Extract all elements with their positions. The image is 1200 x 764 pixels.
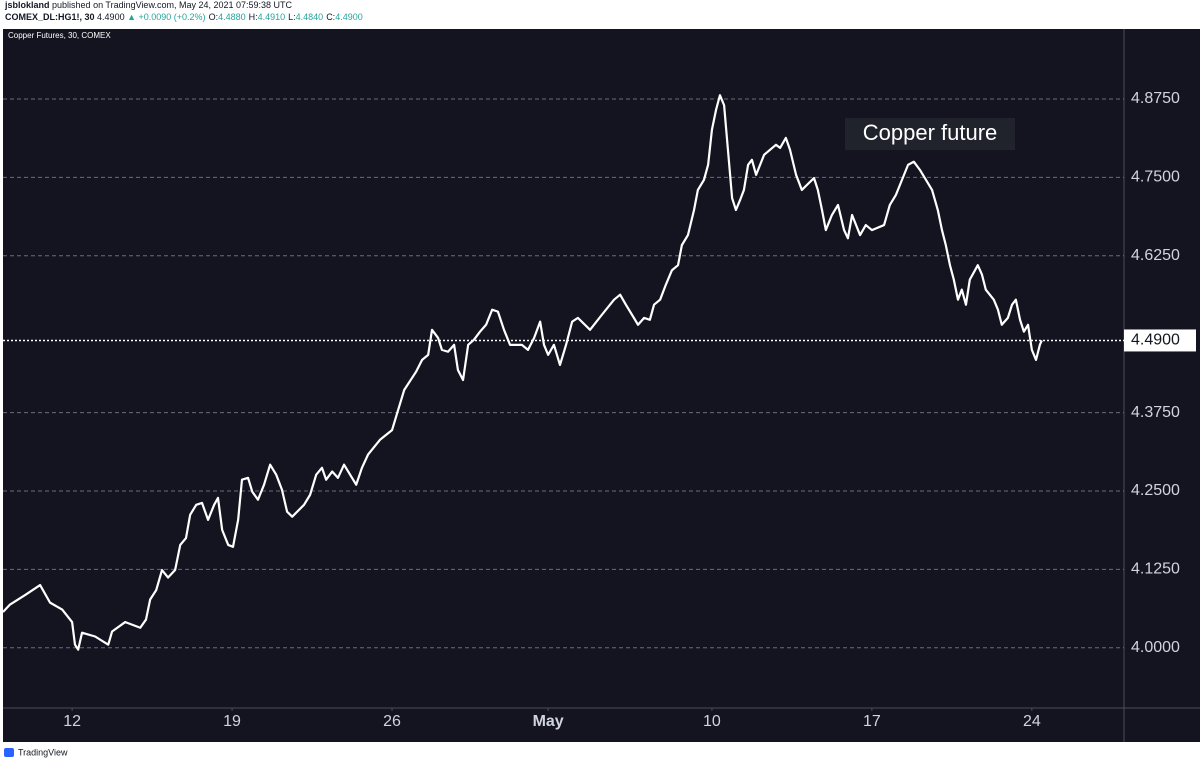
annotation-box xyxy=(845,118,1015,150)
ohlc-label: H: xyxy=(249,12,258,22)
x-tick-label: 12 xyxy=(63,713,81,730)
symbol-line: COMEX_DL:HG1!, 30 4.4900 ▲ +0.0090 (+0.2… xyxy=(5,12,363,22)
brand-logo: TradingView xyxy=(4,747,68,757)
x-tick-label: May xyxy=(533,713,564,730)
last-price-box xyxy=(1124,329,1196,352)
x-tick-label: 26 xyxy=(383,713,401,730)
y-tick-label: 4.1250 xyxy=(1131,561,1180,578)
x-tick-label: 19 xyxy=(223,713,241,730)
ohlc-label: C: xyxy=(326,12,335,22)
ohlc-value: 4.4880 xyxy=(218,12,246,22)
ohlc-value: 4.4900 xyxy=(335,12,363,22)
published: published on TradingView.com, May 24, 20… xyxy=(52,0,292,10)
last-price-label: 4.4900 xyxy=(1131,332,1180,349)
y-tick-label: 4.2500 xyxy=(1131,482,1180,499)
y-tick-label: 4.6250 xyxy=(1131,247,1180,264)
header-line: jsblokland published on TradingView.com,… xyxy=(4,0,293,10)
ohlc-value: 4.4840 xyxy=(296,12,324,22)
plot-area xyxy=(2,94,1124,651)
change: ▲ +0.0090 (+0.2%) xyxy=(127,12,205,22)
x-tick-label: 24 xyxy=(1023,713,1041,730)
legend-text: Copper Futures, 30, COMEX xyxy=(8,31,111,40)
ohlc-label: L: xyxy=(288,12,296,22)
brand-name: TradingView xyxy=(18,747,68,757)
ohlc: O:4.4880 H:4.4910 L:4.4840 C:4.4900 xyxy=(209,12,363,22)
y-tick-label: 4.7500 xyxy=(1131,169,1180,186)
chart-background xyxy=(3,29,1200,742)
ohlc-label: O: xyxy=(209,12,219,22)
price: 4.4900 xyxy=(97,12,125,22)
price-line xyxy=(2,94,1043,651)
x-tick-label: 10 xyxy=(703,713,721,730)
y-tick-label: 4.0000 xyxy=(1131,639,1180,656)
y-tick-label: 4.3750 xyxy=(1131,404,1180,421)
author: jsblokland xyxy=(4,0,50,10)
ohlc-value: 4.4910 xyxy=(258,12,286,22)
annotation: Copper future xyxy=(863,120,998,145)
y-tick-label: 4.8750 xyxy=(1131,90,1180,107)
symbol: COMEX_DL:HG1!, 30 xyxy=(5,12,95,22)
logo-icon xyxy=(4,748,14,757)
x-tick-label: 17 xyxy=(863,713,881,730)
